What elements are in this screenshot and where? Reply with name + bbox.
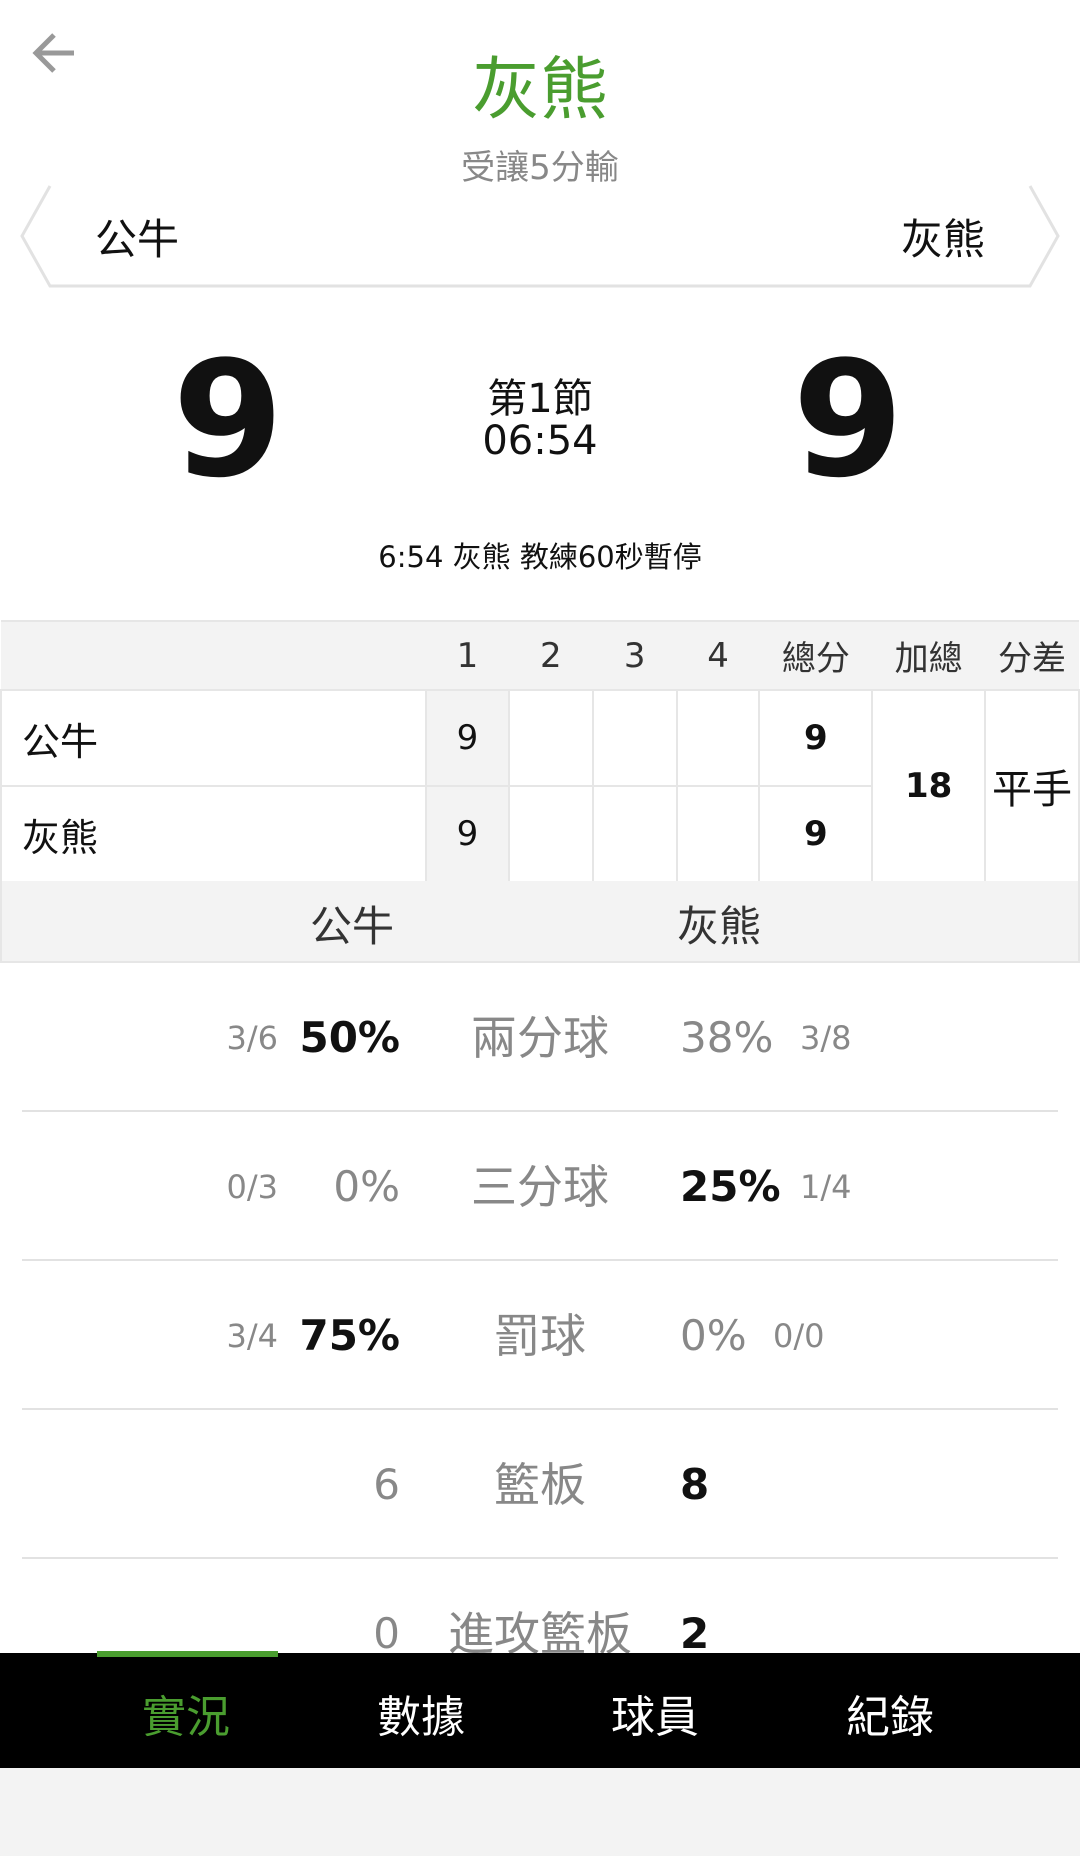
q2-score: [507, 785, 594, 883]
left-value: 6: [373, 1460, 400, 1509]
score-diff: 平手: [984, 689, 1080, 883]
matchup-banner: [20, 184, 1060, 288]
q4-score: [675, 785, 761, 883]
compare-header: 公牛 灰熊: [0, 881, 1080, 963]
total-score: 9: [758, 785, 874, 883]
header-diff: 分差: [985, 620, 1079, 691]
right-attempts: 3/8: [800, 1019, 852, 1057]
header-q3: 3: [592, 620, 677, 691]
right-attempts: 0/0: [773, 1317, 825, 1355]
q3-score: [591, 689, 678, 787]
active-tab-indicator: [97, 1651, 278, 1657]
right-value: 2: [680, 1609, 710, 1658]
arrow-left-icon: [32, 33, 74, 73]
q3-score: [591, 785, 678, 883]
away-score: 9: [792, 326, 904, 513]
q2-score: [507, 689, 594, 787]
right-value: 25%: [680, 1162, 781, 1211]
home-score: 9: [172, 326, 284, 513]
left-attempts: 0/3: [226, 1168, 279, 1206]
team-name: 公牛: [0, 689, 428, 787]
back-button[interactable]: [30, 30, 80, 76]
right-value: 38%: [680, 1013, 774, 1062]
combined-score: 18: [871, 689, 987, 883]
right-value: 8: [680, 1460, 710, 1509]
table-row: 公牛 9 9 18 平手: [0, 689, 1080, 883]
period: 第1節: [487, 376, 593, 422]
divider: [22, 1110, 1058, 1112]
box-score-table: 1 2 3 4 總分 加總 分差 公牛 9 9 18 平手 灰熊 9 9: [0, 620, 1080, 883]
latest-event: 6:54 灰熊 教練60秒暫停: [378, 540, 702, 574]
handicap-result: 受讓5分輸: [461, 148, 619, 188]
divider: [22, 1259, 1058, 1261]
divider: [22, 1557, 1058, 1559]
stat-label: 籃板: [494, 1458, 586, 1512]
bottom-area: [0, 1768, 1080, 1856]
banner-left-team: 公牛: [95, 215, 180, 264]
right-attempts: 1/4: [800, 1168, 852, 1206]
header-total: 總分: [759, 620, 873, 691]
stat-row: 3/6 50% 兩分球 38% 3/8: [0, 963, 1080, 1112]
stat-label: 三分球: [471, 1160, 609, 1214]
compare-right-team: 灰熊: [677, 902, 762, 951]
tab-records[interactable]: 紀錄: [846, 1692, 934, 1743]
left-value: 0: [373, 1609, 400, 1658]
left-attempts: 3/4: [226, 1317, 279, 1355]
left-attempts: 3/6: [226, 1019, 279, 1057]
header-q1: 1: [426, 620, 509, 691]
game-clock: 06:54: [482, 418, 598, 464]
header-team: [1, 620, 427, 691]
header-q4: 4: [676, 620, 760, 691]
left-value: 0%: [333, 1162, 400, 1211]
tab-live[interactable]: 實況: [142, 1692, 230, 1743]
left-value: 50%: [299, 1013, 400, 1062]
left-value: 75%: [299, 1311, 400, 1360]
tab-players[interactable]: 球員: [611, 1692, 699, 1743]
total-score: 9: [758, 689, 874, 787]
q1-score: 9: [425, 785, 510, 883]
header-combined: 加總: [872, 620, 986, 691]
q1-score: 9: [425, 689, 510, 787]
compare-left-team: 公牛: [310, 902, 395, 951]
q4-score: [675, 689, 761, 787]
bottom-nav: 實況 數據 球員 紀錄: [0, 1653, 1080, 1768]
divider: [22, 1408, 1058, 1410]
stat-label: 進攻籃板: [448, 1607, 632, 1661]
tab-stats[interactable]: 數據: [377, 1692, 465, 1743]
banner-right-team: 灰熊: [900, 215, 985, 264]
stat-row: 0/3 0% 三分球 25% 1/4: [0, 1112, 1080, 1261]
right-value: 0%: [680, 1311, 747, 1360]
stat-row: 6 籃板 8: [0, 1410, 1080, 1559]
page-title: 灰熊: [471, 51, 608, 130]
team-name: 灰熊: [0, 785, 428, 883]
header-q2: 2: [508, 620, 593, 691]
table-row: 灰熊 9 9: [0, 785, 1079, 883]
stat-label: 罰球: [494, 1309, 586, 1363]
stat-label: 兩分球: [471, 1011, 609, 1065]
stat-row: 3/4 75% 罰球 0% 0/0: [0, 1261, 1080, 1410]
